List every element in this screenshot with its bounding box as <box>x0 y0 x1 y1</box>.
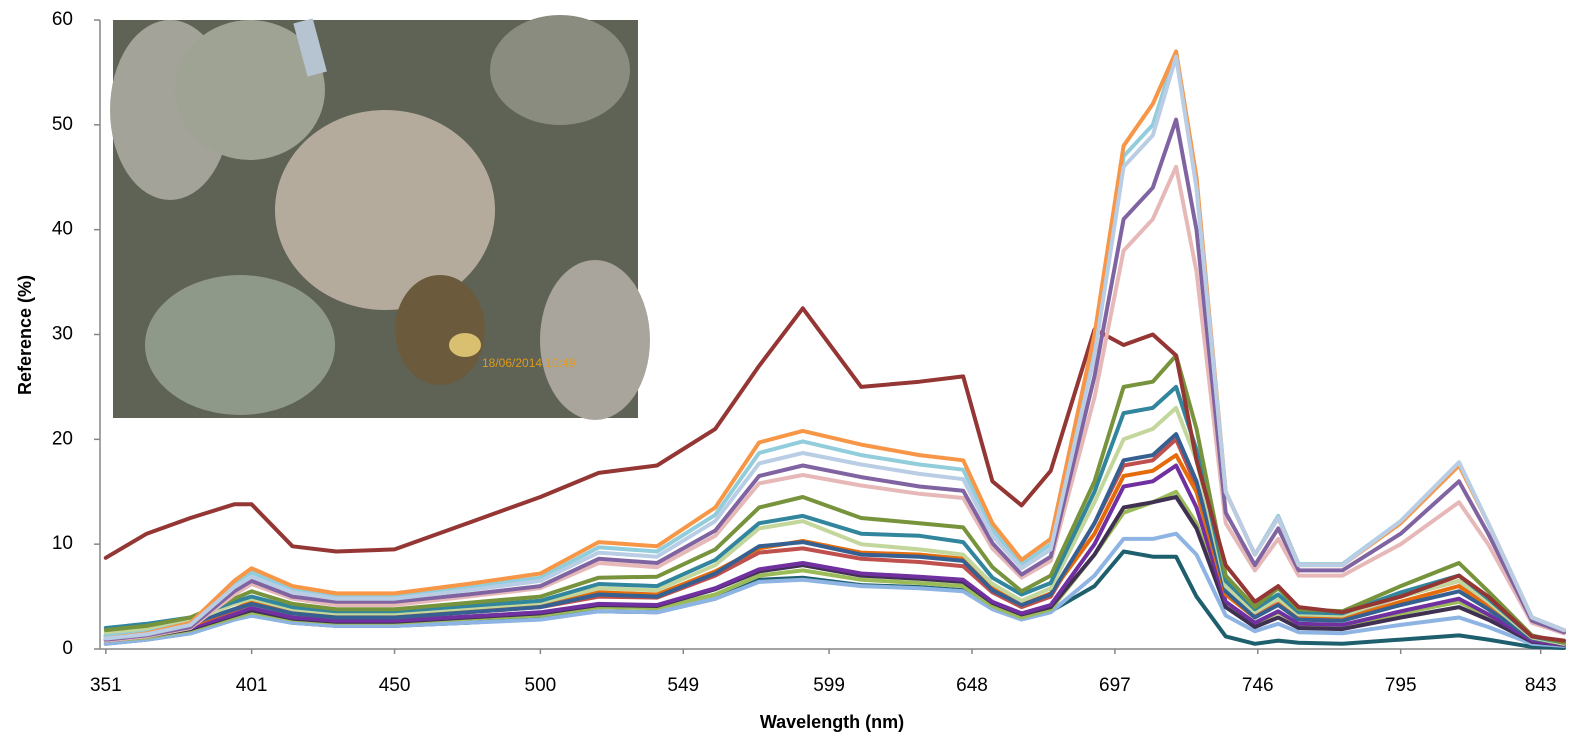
series-line <box>103 306 1566 643</box>
y-tick-label: 50 <box>52 114 73 135</box>
x-tick-label: 697 <box>1099 675 1131 696</box>
series-line <box>103 463 1566 647</box>
series-line <box>103 384 1566 645</box>
series-line <box>103 164 1566 643</box>
y-axis-title: Reference (%) <box>15 275 35 395</box>
x-tick-label: 450 <box>379 675 411 696</box>
x-tick-label: 648 <box>956 675 988 696</box>
series-line <box>103 531 1566 648</box>
x-tick-label: 500 <box>525 675 557 696</box>
inset-photo: 18/06/2014 10:49 <box>110 15 650 420</box>
coral <box>490 15 630 125</box>
coral <box>540 260 650 420</box>
y-tick-label: 20 <box>52 428 73 449</box>
y-tick-label: 60 <box>52 9 73 30</box>
series-line <box>103 54 1566 641</box>
x-tick-label: 795 <box>1385 675 1417 696</box>
x-tick-label: 746 <box>1242 675 1274 696</box>
plot-lines <box>103 49 1566 650</box>
series-line <box>103 405 1566 646</box>
x-tick-label: 401 <box>236 675 268 696</box>
x-tick-label: 351 <box>90 675 122 696</box>
y-tick-label: 40 <box>52 219 73 240</box>
y-tick-label: 0 <box>62 638 73 659</box>
photo-stamp: 18/06/2014 10:49 <box>482 356 576 370</box>
series-line <box>103 432 1566 646</box>
x-tick-label: 599 <box>813 675 845 696</box>
x-axis-title: Wavelength (nm) <box>760 712 904 732</box>
y-tick-label: 30 <box>52 324 73 345</box>
coral <box>145 275 335 415</box>
coral <box>275 110 495 310</box>
y-tick-label: 10 <box>52 533 73 554</box>
rock <box>449 333 481 357</box>
series-line <box>103 117 1566 642</box>
x-tick-label: 843 <box>1525 675 1557 696</box>
coral <box>175 20 325 160</box>
x-tick-label: 549 <box>667 675 699 696</box>
probe <box>293 18 327 77</box>
rock <box>395 275 485 385</box>
